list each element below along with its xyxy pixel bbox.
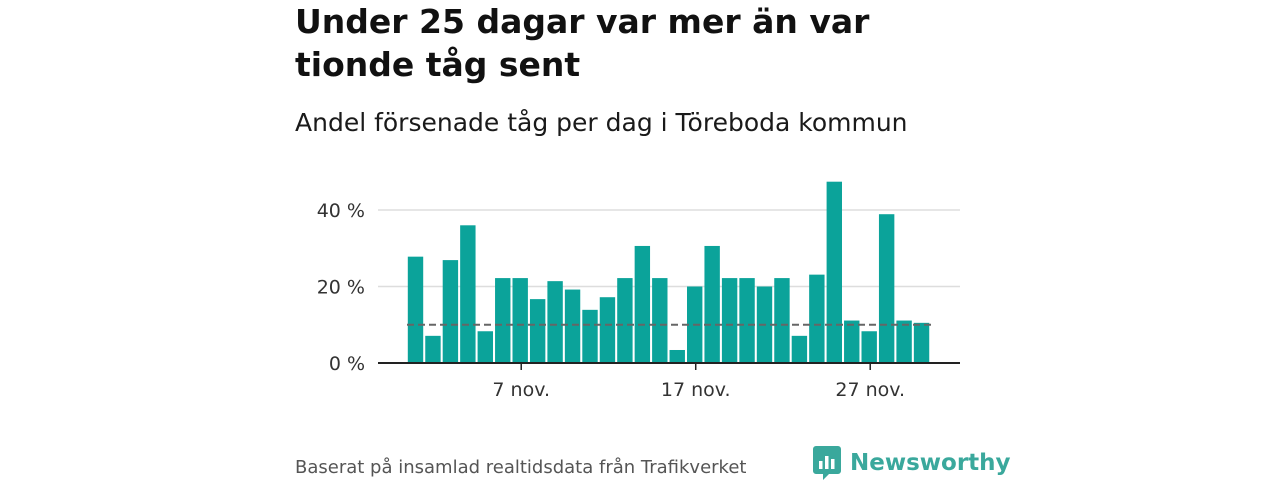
newsworthy-logo-icon [813,446,841,480]
bar [512,278,528,363]
bar [896,320,912,363]
bar [844,320,860,363]
bar [721,278,738,363]
bar [634,245,651,363]
bar [774,278,790,363]
bar [477,331,493,363]
y-tick-label: 40 % [317,200,365,222]
bar [547,281,563,363]
bar [599,297,616,363]
bar [826,181,842,363]
y-tick-label: 0 % [329,353,365,375]
bar [913,322,930,363]
x-tick-label: 27 nov. [835,379,905,401]
x-tick-label: 17 nov. [661,379,731,401]
chart-subtitle: Andel försenade tåg per dag i Töreboda k… [295,108,908,137]
bar [704,245,720,363]
newsworthy-logo[interactable]: Newsworthy [813,444,1011,482]
brand-name: Newsworthy [850,450,1011,476]
x-tick-label: 7 nov. [492,379,550,401]
bar [460,225,476,363]
bar [529,299,546,363]
bar [442,260,459,363]
bar [861,331,877,363]
bar [791,335,808,363]
y-tick-label: 20 % [317,277,365,299]
bar [582,309,598,363]
bar [652,278,668,363]
bar [617,278,633,363]
bar [669,349,685,363]
bar [495,278,511,363]
bar [564,289,581,363]
source-note: Baserat på insamlad realtidsdata från Tr… [295,457,747,478]
bar [878,214,895,363]
bar [407,256,424,363]
bar [809,274,825,363]
bar [739,278,755,363]
bar [425,335,441,363]
chart-title: Under 25 dagar var mer än var tionde tåg… [295,2,870,84]
